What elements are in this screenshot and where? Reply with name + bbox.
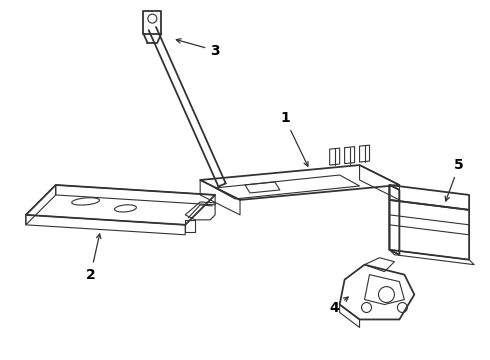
- Text: 5: 5: [445, 158, 464, 201]
- Text: 1: 1: [280, 111, 308, 166]
- Text: 3: 3: [176, 39, 220, 58]
- Text: 2: 2: [86, 234, 101, 282]
- Text: 4: 4: [330, 297, 348, 315]
